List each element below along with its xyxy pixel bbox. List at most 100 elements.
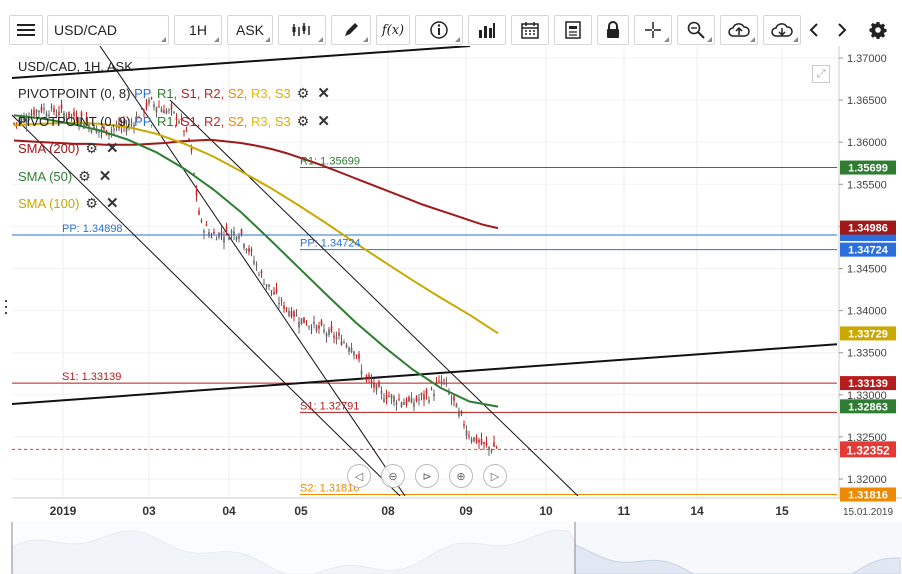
candle-body: [490, 449, 493, 452]
pivot2-close-icon[interactable]: ✕: [317, 113, 330, 130]
candle-body: [60, 104, 63, 109]
drawing-tools-button[interactable]: [331, 15, 371, 45]
candle-body: [353, 351, 355, 356]
cloud-upload-button[interactable]: [720, 15, 758, 45]
candle-body: [55, 114, 58, 118]
expand-icon[interactable]: ⤢: [812, 65, 830, 83]
sma200-settings-gear-icon[interactable]: ⚙: [85, 139, 98, 156]
candle-body: [480, 438, 483, 445]
sma100-settings-gear-icon[interactable]: ⚙: [85, 194, 98, 211]
info-button[interactable]: [415, 15, 463, 45]
candle-body: [230, 231, 233, 233]
candle-body: [155, 107, 158, 113]
candle-body: [208, 232, 210, 237]
sma50-close-icon[interactable]: ✕: [98, 168, 112, 185]
pan-right-button[interactable]: ▷: [483, 464, 507, 488]
price-tag: 1.34724: [848, 245, 889, 257]
candle-body: [340, 341, 343, 345]
candle-body: [275, 289, 278, 293]
pivot2-settings-gear-icon[interactable]: ⚙: [296, 112, 310, 129]
pivot2-r2: R2,: [203, 113, 225, 129]
x-tick-label: 08: [381, 504, 395, 518]
candle-body: [170, 104, 173, 110]
symbol-select[interactable]: USD/CAD: [47, 15, 169, 45]
pivot-label: PP: 1.34724: [300, 238, 361, 250]
y-tick-label: 1.37000: [847, 53, 887, 65]
x-tick-label: 09: [459, 504, 473, 518]
candle-body: [403, 402, 405, 405]
candle-body: [363, 378, 365, 380]
pan-left-button[interactable]: ◁: [347, 464, 371, 488]
date-label: 15.01.2019: [843, 507, 893, 518]
zoom-button[interactable]: [677, 15, 715, 45]
pivot1-settings-gear-icon[interactable]: ⚙: [296, 84, 310, 101]
candle-body: [35, 110, 38, 113]
candle-body: [298, 321, 300, 328]
fit-button[interactable]: ⊳: [415, 464, 439, 488]
x-axis: 2019 03 04 05 08 09 10 11 14 15 15.01.2019: [50, 504, 894, 518]
candle-body: [153, 104, 155, 108]
candle-body: [413, 402, 415, 407]
timeframe-select[interactable]: 1H: [174, 15, 222, 45]
indicators-button[interactable]: f(x): [376, 15, 410, 45]
candle-body: [343, 342, 345, 344]
candle-chart-icon: [292, 23, 310, 36]
crosshair-button[interactable]: [634, 15, 672, 45]
candle-body: [373, 383, 375, 388]
candle-body: [278, 302, 280, 305]
sma100-close-icon[interactable]: ✕: [105, 195, 119, 212]
candle-body: [375, 384, 378, 391]
calendar-button[interactable]: [511, 15, 549, 45]
candle-body: [348, 347, 350, 352]
candle-body: [88, 123, 90, 130]
zoom-in-button[interactable]: ⊕: [449, 464, 473, 488]
sma50-settings-gear-icon[interactable]: ⚙: [78, 167, 91, 184]
candle-body: [283, 305, 285, 309]
candle-body: [285, 307, 288, 310]
candle-body: [135, 116, 138, 121]
candle-body: [175, 117, 178, 120]
y-tick-label: 1.35500: [847, 179, 887, 191]
bar-chart-icon: [479, 23, 495, 38]
lock-button[interactable]: [597, 15, 629, 45]
y-tick-label: 1.33500: [847, 348, 887, 360]
zoom-out-button[interactable]: ⊖: [381, 464, 405, 488]
price-tag-bg: [840, 376, 896, 391]
legend-title: USD/CAD, 1H, ASK: [18, 59, 133, 74]
candle-body: [65, 116, 68, 119]
legend-title-text: USD/CAD, 1H, ASK: [18, 59, 133, 74]
settings-button[interactable]: [862, 15, 894, 45]
document-icon: [565, 21, 581, 39]
template-button[interactable]: [554, 15, 592, 45]
candle-body: [13, 123, 15, 125]
scroll-right-button[interactable]: [829, 15, 855, 45]
candle-body: [148, 99, 150, 104]
price-chart[interactable]: PP: 1.34898 S1: 1.33139 R1: 1.35699 PP: 1.3…: [0, 46, 902, 574]
scroll-left-button[interactable]: [801, 15, 827, 45]
cloud-download-button[interactable]: [763, 15, 801, 45]
candle-body: [308, 326, 310, 328]
candle-body: [365, 375, 368, 378]
sma200-close-icon[interactable]: ✕: [105, 140, 119, 157]
cloud-download-icon: [771, 23, 793, 37]
candle-body: [383, 398, 385, 402]
candle-body: [320, 320, 323, 326]
candle-body: [85, 117, 88, 122]
candle-body: [470, 439, 473, 443]
candle-body: [28, 118, 30, 120]
candle-body: [240, 229, 243, 235]
candle-body: [385, 395, 388, 400]
candle-body: [268, 284, 270, 287]
candle-body: [163, 110, 165, 114]
volume-button[interactable]: [468, 15, 506, 45]
x-tick-label: 03: [142, 504, 156, 518]
splitter-handle[interactable]: [5, 300, 7, 314]
pivot1-close-icon[interactable]: ✕: [317, 85, 330, 102]
navigator[interactable]: [11, 522, 902, 574]
y-tick-label: 1.32500: [847, 432, 887, 444]
candle-body: [478, 439, 480, 443]
chart-type-button[interactable]: [278, 15, 326, 45]
menu-button[interactable]: [9, 15, 43, 45]
price-type-select[interactable]: ASK: [227, 15, 273, 45]
pivot-lines: [12, 167, 837, 495]
